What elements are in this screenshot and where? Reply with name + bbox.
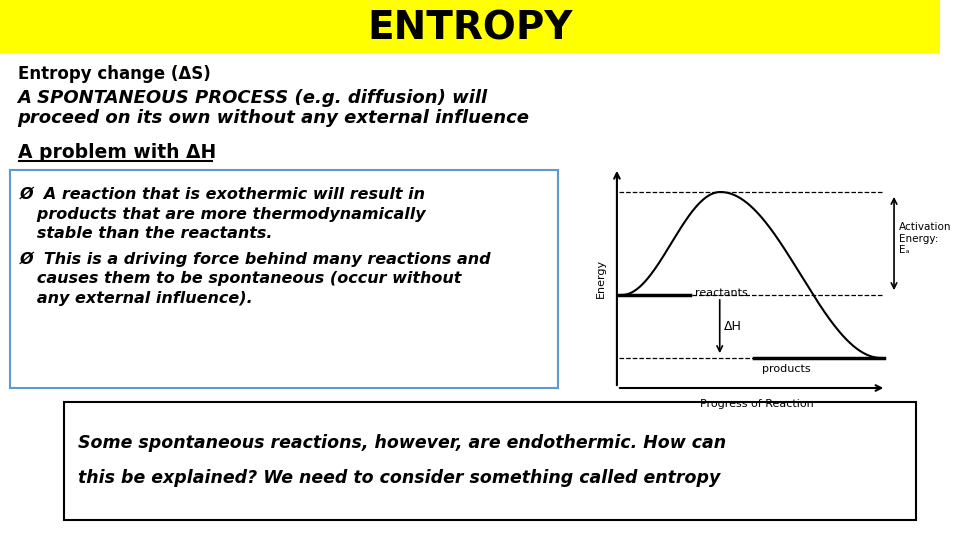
Text: A SPONTANEOUS PROCESS (e.g. diffusion) will: A SPONTANEOUS PROCESS (e.g. diffusion) w… <box>17 89 488 107</box>
Text: A problem with ΔH: A problem with ΔH <box>17 144 216 163</box>
Text: ΔH: ΔH <box>724 320 741 333</box>
Text: proceed on its own without any external influence: proceed on its own without any external … <box>17 109 530 127</box>
Text: products that are more thermodynamically: products that are more thermodynamically <box>19 206 425 221</box>
Text: ENTROPY: ENTROPY <box>368 9 573 47</box>
Bar <box>10 170 558 388</box>
Text: products: products <box>762 364 810 374</box>
Text: stable than the reactants.: stable than the reactants. <box>19 226 272 241</box>
Text: Ø  A reaction that is exothermic will result in: Ø A reaction that is exothermic will res… <box>19 186 425 201</box>
Text: any external influence).: any external influence). <box>19 292 252 307</box>
Bar <box>0 0 940 52</box>
Text: reactants: reactants <box>695 288 748 298</box>
Text: Activation
Energy:
Eₐ: Activation Energy: Eₐ <box>899 222 951 255</box>
Bar <box>63 402 916 520</box>
Text: causes them to be spontaneous (occur without: causes them to be spontaneous (occur wit… <box>19 272 461 287</box>
Text: Some spontaneous reactions, however, are endothermic. How can: Some spontaneous reactions, however, are… <box>79 434 727 452</box>
Text: Ø  This is a driving force behind many reactions and: Ø This is a driving force behind many re… <box>19 251 492 267</box>
Text: this be explained? We need to consider something called entropy: this be explained? We need to consider s… <box>79 469 721 487</box>
Text: Entropy change (ΔS): Entropy change (ΔS) <box>17 65 210 83</box>
Text: Progress of Reaction: Progress of Reaction <box>700 399 813 409</box>
Text: Energy: Energy <box>596 259 607 298</box>
